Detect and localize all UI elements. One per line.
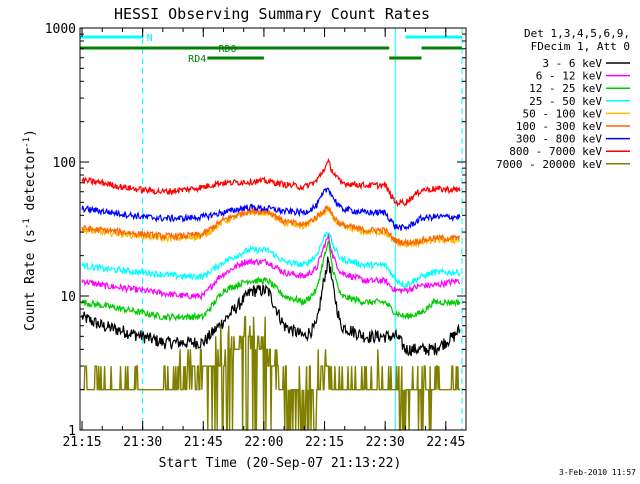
y-tick-label: 10 [60,290,76,305]
series-line-6-12-kev [81,233,460,302]
y-axis-label-sup1: -1 [22,218,32,229]
y-tick-label: 1 [68,424,76,439]
timestamp: 3-Feb-2010 11:57 [559,468,636,477]
svg-text:Count Rate (s-1 detector-1): Count Rate (s-1 detector-1) [22,129,38,331]
y-tick-label: 1000 [45,22,76,37]
y-tick-label: 100 [53,156,76,171]
legend-label-1: 6 - 12 keV [536,70,603,83]
legend-label-8: 7000 - 20000 keV [496,158,602,171]
x-tick-label: 22:00 [244,435,283,450]
x-tick-label: 22:15 [305,435,344,450]
x-tick-label: 22:45 [426,435,465,450]
x-tick-label: 22:30 [366,435,405,450]
chart-title: HESSI Observing Summary Count Rates [114,5,430,23]
legend-label-5: 100 - 300 keV [516,120,602,133]
series-line-800-7000-kev [81,157,461,208]
y-axis-label-sup2: -1 [22,137,32,148]
y-axis-label-mid: detector [23,148,38,219]
series-line-300-800-kev [81,187,461,231]
legend-label-7: 800 - 7000 keV [509,145,602,158]
plot-frame [79,27,467,431]
legend-header-line-1: Det 1,3,4,5,6,9, [524,27,630,40]
overlay-label-rd0: RD0 [218,44,236,55]
legend-label-0: 3 - 6 keV [542,57,602,70]
x-tick-label: 21:30 [123,435,162,450]
series-line-12-25-kev [81,240,461,322]
y-axis-label-main: Count Rate (s [23,229,38,331]
legend-label-2: 12 - 25 keV [529,82,602,95]
series-line-3-6-kev [81,256,461,357]
x-tick-label: 21:45 [184,435,223,450]
x-tick-label: 21:15 [62,435,101,450]
legend-label-6: 300 - 800 keV [516,133,602,146]
y-axis-label: Count Rate (s-1 detector-1) [22,129,38,331]
legend-label-3: 25 - 50 keV [529,95,602,108]
overlay-label-n: N [147,33,153,44]
series-line-100-300-kev [81,205,461,248]
y-axis-label-end: ) [23,129,38,137]
legend-header-line-2: FDecim 1, Att 0 [531,40,630,53]
overlay-label-rd4: RD4 [188,54,206,65]
plot-area: N RD0 RD4 1 10 100 1000 21:15 21:30 21:45 22:00 22:… [45,22,630,450]
series-line-25-50-kev [81,231,461,289]
x-axis-label: Start Time (20-Sep-07 21:13:22) [159,456,402,471]
legend-label-4: 50 - 100 keV [523,107,603,120]
